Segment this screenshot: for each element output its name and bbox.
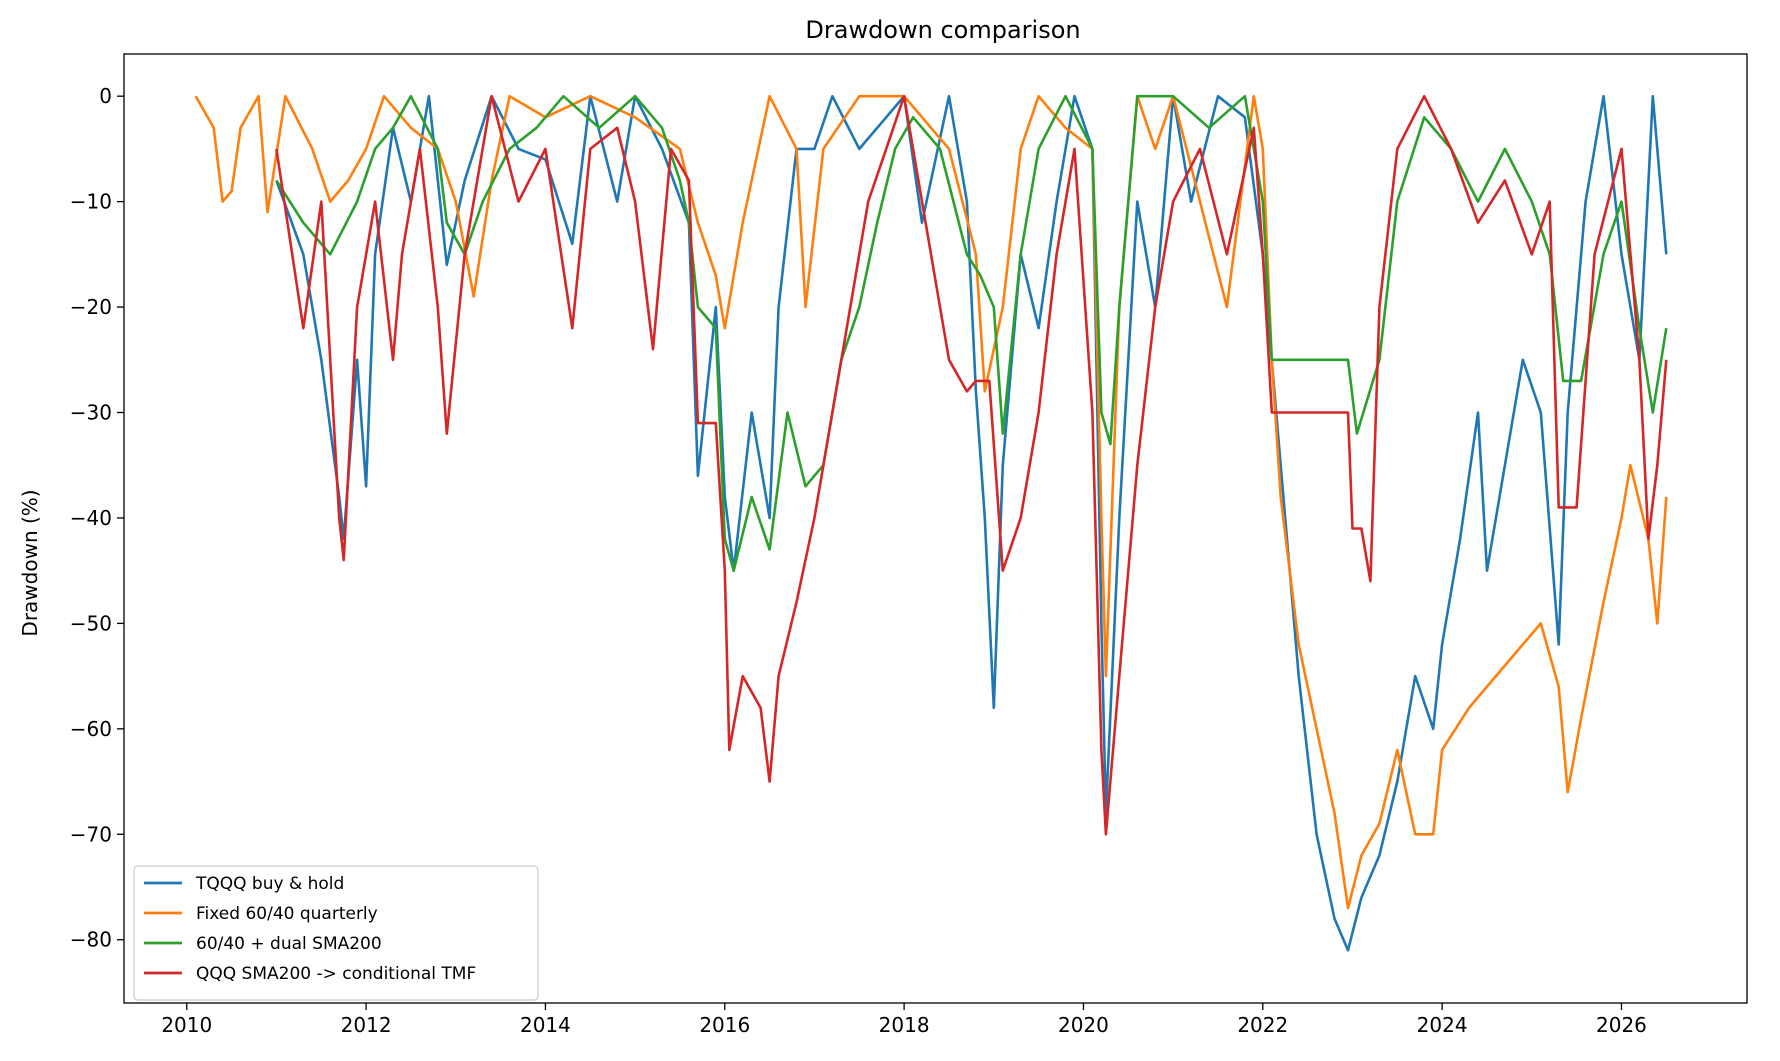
y-tick-label: −20: [70, 295, 112, 319]
series-line-3: [275, 94, 1668, 572]
x-tick-label: 2022: [1237, 1013, 1288, 1037]
legend-label: Fixed 60/40 quarterly: [196, 904, 378, 924]
series-line-2: [194, 94, 1668, 910]
y-tick-label: −80: [70, 928, 112, 952]
x-tick-label: 2026: [1596, 1013, 1647, 1037]
x-tick-label: 2016: [699, 1013, 750, 1037]
series-layer: [194, 94, 1668, 952]
y-axis-label: Drawdown (%): [18, 489, 42, 636]
x-tick-label: 2010: [161, 1013, 212, 1037]
y-tick-label: −60: [70, 717, 112, 741]
legend-label: QQQ SMA200 -> conditional TMF: [196, 964, 476, 984]
chart-title: Drawdown comparison: [805, 16, 1080, 44]
x-tick-label: 2014: [520, 1013, 571, 1037]
y-tick-label: −50: [70, 611, 112, 635]
y-tick-label: 0: [99, 84, 112, 108]
legend-label: 60/40 + dual SMA200: [196, 934, 382, 954]
legend-label: TQQQ buy & hold: [195, 874, 344, 894]
x-tick-label: 2024: [1417, 1013, 1468, 1037]
y-tick-label: −40: [70, 506, 112, 530]
plot-frame: [123, 53, 1748, 1004]
y-tick-label: −70: [70, 822, 112, 846]
series-line-4: [275, 94, 1668, 836]
x-tick-label: 2018: [879, 1013, 930, 1037]
axes-layer: 2010 2012 2014 2016 2018 2020 2022 2024 2026 0 −10…: [70, 53, 1748, 1037]
x-tick-label: 2012: [341, 1013, 392, 1037]
y-tick-label: −30: [70, 401, 112, 425]
legend-box: [133, 865, 539, 1001]
x-tick-label: 2020: [1058, 1013, 1109, 1037]
y-tick-label: −10: [70, 190, 112, 214]
legend: TQQQ buy & hold Fixed 60/40 quarterly 60/4…: [133, 865, 539, 1001]
